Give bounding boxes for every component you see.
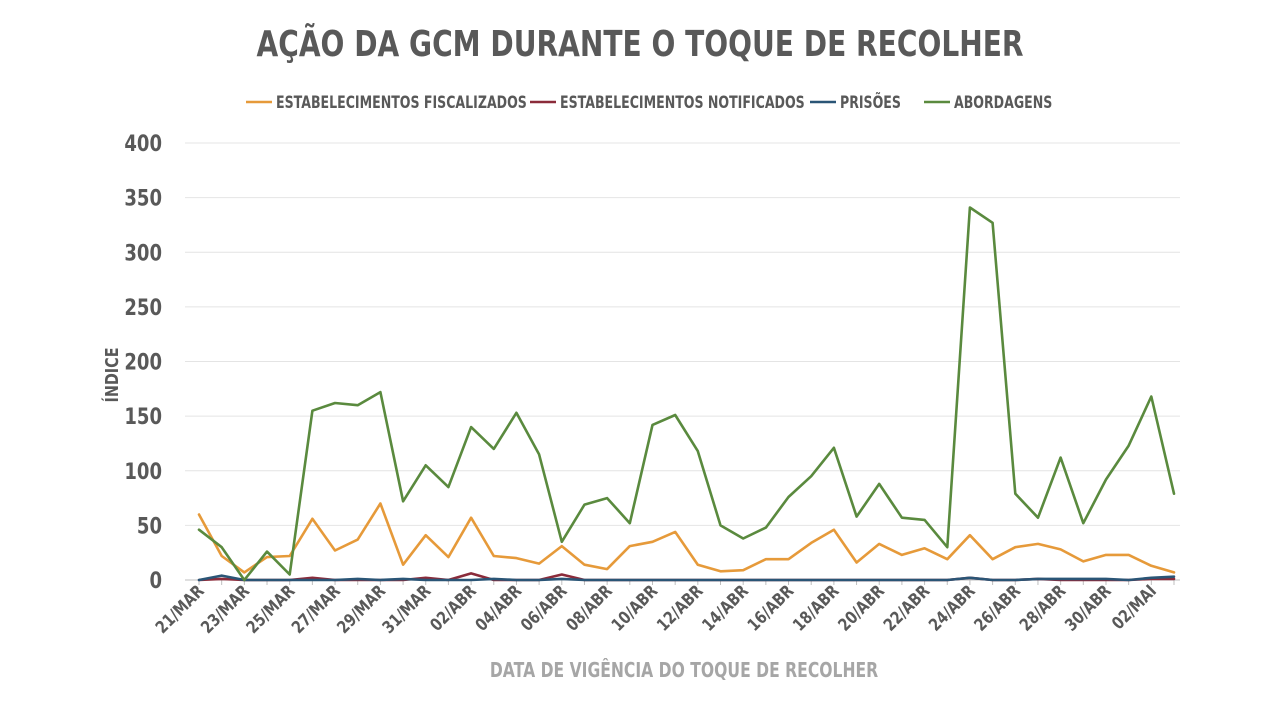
- x-tick-label: 06/ABR: [517, 581, 571, 635]
- x-tick-label: 27/MAR: [288, 581, 344, 637]
- y-axis-label: ÍNDICE: [101, 347, 122, 402]
- x-tick-label: 12/ABR: [653, 581, 707, 635]
- x-tick-label: 20/ABR: [834, 581, 888, 635]
- y-tick-label: 50: [137, 513, 162, 539]
- legend: ESTABELECIMENTOS FISCALIZADOS ESTABELECIM…: [246, 92, 1052, 113]
- x-tick-label: 08/ABR: [562, 581, 616, 635]
- x-tick-label: 23/MAR: [197, 581, 253, 637]
- x-tick-label: 02/MAI: [1108, 581, 1160, 633]
- legend-label: ABORDAGENS: [954, 92, 1052, 112]
- y-tick-label: 300: [124, 239, 162, 265]
- x-tick-label: 14/ABR: [698, 581, 752, 635]
- y-tick-label: 250: [124, 294, 162, 320]
- legend-label: ESTABELECIMENTOS FISCALIZADOS: [276, 92, 527, 112]
- x-tick-label: 30/ABR: [1061, 581, 1115, 635]
- x-axis-label: DATA DE VIGÊNCIA DO TOQUE DE RECOLHER: [490, 658, 878, 683]
- y-tick-label: 150: [124, 403, 162, 429]
- y-tick-label: 100: [124, 458, 162, 484]
- legend-label: ESTABELECIMENTOS NOTIFICADOS: [560, 92, 805, 112]
- legend-label: PRISÕES: [840, 92, 901, 112]
- x-tick-label: 28/ABR: [1016, 581, 1070, 635]
- y-tick-label: 200: [124, 349, 162, 375]
- y-tick-label: 350: [124, 185, 162, 211]
- x-axis: 21/MAR23/MAR25/MAR27/MAR29/MAR31/MAR02/A…: [152, 580, 1175, 637]
- x-tick-label: 22/ABR: [880, 581, 934, 635]
- y-tick-label: 400: [124, 130, 162, 156]
- x-tick-label: 16/ABR: [744, 581, 798, 635]
- y-tick-label: 0: [149, 567, 162, 593]
- chart-title: AÇÃO DA GCM DURANTE O TOQUE DE RECOLHER: [256, 24, 1024, 65]
- y-axis-ticks: 0 50 100 150 200 250 300 350 400: [124, 130, 162, 593]
- x-tick-label: 18/ABR: [789, 581, 843, 635]
- x-tick-label: 10/ABR: [608, 581, 662, 635]
- x-tick-label: 04/ABR: [472, 581, 526, 635]
- gridlines: [185, 142, 1180, 581]
- series-line-2: [197, 574, 1176, 582]
- series-line-0: [197, 502, 1176, 574]
- x-tick-label: 02/ABR: [426, 581, 480, 635]
- series-lines: [197, 206, 1176, 582]
- x-tick-label: 31/MAR: [379, 581, 435, 637]
- x-tick-label: 25/MAR: [243, 581, 299, 637]
- x-tick-label: 29/MAR: [333, 581, 389, 637]
- x-tick-label: 24/ABR: [925, 581, 979, 635]
- series-line-3: [197, 206, 1176, 582]
- x-tick-label: 26/ABR: [970, 581, 1024, 635]
